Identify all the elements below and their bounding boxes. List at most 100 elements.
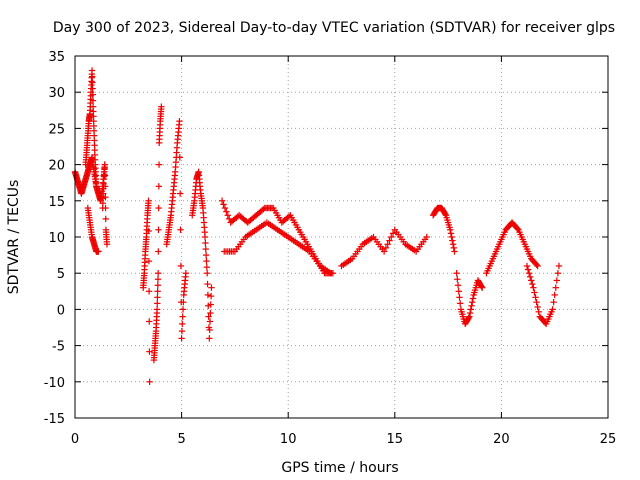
data-point [552, 284, 559, 291]
y-tick-label: 0 [57, 303, 65, 318]
x-tick-label: 15 [387, 432, 404, 447]
data-point [178, 335, 185, 342]
data-point [514, 225, 521, 232]
data-point [95, 248, 102, 255]
data-point [386, 237, 393, 244]
data-point [327, 270, 335, 277]
data-point [158, 103, 165, 110]
data-point [154, 276, 162, 283]
data-point [177, 262, 185, 270]
data-point [203, 270, 211, 277]
data-point [89, 85, 96, 92]
y-tick-label: 25 [48, 122, 65, 137]
data-point [155, 248, 162, 255]
y-tick-label: 20 [48, 159, 65, 174]
data-point [532, 294, 539, 301]
data-point [454, 282, 462, 289]
x-axis-label: GPS time / hours [281, 460, 398, 476]
data-point [389, 230, 397, 237]
data-point [102, 215, 109, 223]
data-point [526, 273, 534, 281]
data-point [551, 291, 558, 299]
data-point [530, 284, 537, 291]
data-point [533, 261, 540, 268]
data-point [207, 301, 214, 308]
y-tick-label: 5 [57, 267, 65, 282]
data-point [180, 298, 187, 306]
y-tick-label: -15 [44, 412, 65, 427]
data-point [155, 226, 162, 233]
y-tick-label: 15 [48, 195, 65, 210]
data-point [224, 212, 231, 219]
data-point [176, 154, 184, 161]
data-point [478, 283, 485, 290]
data-point [206, 318, 214, 325]
data-point [479, 284, 486, 291]
data-point [89, 79, 96, 86]
data-point [534, 262, 541, 270]
data-point [178, 327, 186, 335]
y-tick-label: 10 [48, 231, 65, 246]
data-point [285, 213, 293, 220]
data-point [555, 262, 563, 270]
data-point [455, 288, 462, 295]
data-point [382, 244, 390, 252]
data-point [442, 210, 449, 218]
ticks-layer: 0 5 10 15 20 25 -15 -10 -5 0 5 10 15 20 25 30 35 [44, 50, 617, 447]
data-point [101, 172, 109, 179]
data-point [103, 241, 111, 248]
data-point [154, 300, 161, 307]
data-point [554, 270, 562, 277]
data-point [155, 183, 163, 190]
data-point [469, 298, 476, 306]
data-point [102, 204, 109, 212]
data-point [203, 257, 210, 265]
data-point [145, 197, 152, 204]
data-point [447, 226, 454, 233]
data-point [204, 291, 212, 299]
data-point [384, 241, 391, 248]
data-point [88, 67, 96, 74]
data-point [182, 270, 190, 277]
data-point [451, 248, 458, 255]
data-point [466, 309, 474, 317]
y-tick-label: -10 [44, 376, 65, 391]
data-point [208, 284, 215, 291]
data-point [535, 308, 542, 316]
data-point [154, 270, 162, 277]
data-point [465, 314, 472, 322]
points-layer [71, 67, 563, 385]
data-point [102, 193, 109, 201]
data-point [449, 237, 456, 244]
data-point [146, 318, 153, 325]
data-point [223, 208, 230, 215]
data-point [550, 298, 557, 306]
data-point [145, 227, 152, 235]
data-point [177, 226, 184, 233]
data-point [204, 280, 211, 288]
data-point [154, 294, 161, 301]
data-point [467, 306, 475, 313]
y-tick-label: -5 [52, 340, 65, 355]
data-point [154, 288, 161, 295]
data-point [528, 277, 535, 284]
data-point [221, 204, 229, 212]
data-point [179, 306, 187, 313]
data-point [524, 266, 532, 273]
data-point [380, 248, 388, 255]
data-point [207, 292, 215, 300]
data-point [549, 306, 556, 313]
data-point [469, 295, 477, 302]
data-point [153, 306, 161, 313]
data-point [93, 183, 100, 190]
data-point [155, 204, 162, 212]
x-tick-label: 10 [280, 432, 297, 447]
plot-frame [74, 55, 609, 419]
data-point [176, 190, 184, 197]
data-point [89, 91, 96, 98]
y-tick-label: 35 [48, 50, 65, 65]
data-point [218, 197, 226, 204]
data-point [145, 257, 153, 265]
data-point [468, 302, 475, 309]
